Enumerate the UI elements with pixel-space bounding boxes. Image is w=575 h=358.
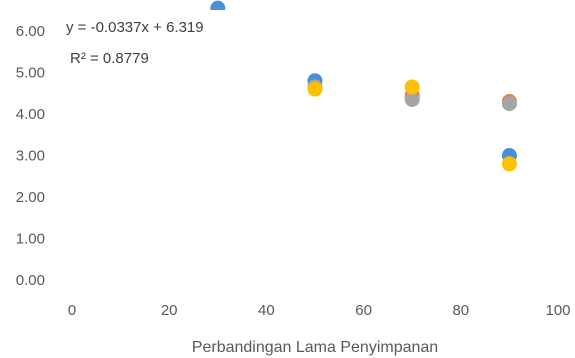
y-tick-label: 1.00 (16, 231, 45, 248)
y-axis-tick-labels: 0.001.002.003.004.005.006.007.00 (16, 23, 45, 289)
equation-backdrop (56, 10, 226, 68)
series-3-point (501, 96, 517, 112)
x-tick-label: 20 (161, 302, 178, 319)
y-tick-label: 6.00 (16, 23, 45, 40)
y-tick-label: 0.00 (16, 272, 45, 289)
x-tick-label: 60 (355, 302, 372, 319)
x-axis-title: Perbandingan Lama Penyimpanan (192, 339, 438, 356)
series-3-point (404, 91, 420, 107)
r-squared-label: R² = 0.8779 (70, 50, 149, 67)
cropped-region (0, 135, 80, 147)
trendline-equation: y = -0.0337x + 6.319 (66, 19, 204, 36)
data-points (210, 0, 517, 172)
series-4-point (404, 79, 420, 95)
y-tick-label: 4.00 (16, 106, 45, 123)
x-tick-label: 100 (545, 302, 570, 319)
x-tick-label: 80 (452, 302, 469, 319)
series-4-point (307, 81, 323, 97)
x-tick-label: 40 (258, 302, 275, 319)
y-tick-label: 5.00 (16, 65, 45, 82)
y-tick-label: 3.00 (16, 148, 45, 165)
y-tick-label: 2.00 (16, 189, 45, 206)
series-4-point (501, 156, 517, 172)
x-tick-label: 0 (68, 302, 76, 319)
x-axis-tick-labels: 0 20 40 60 80 100 (68, 302, 571, 319)
